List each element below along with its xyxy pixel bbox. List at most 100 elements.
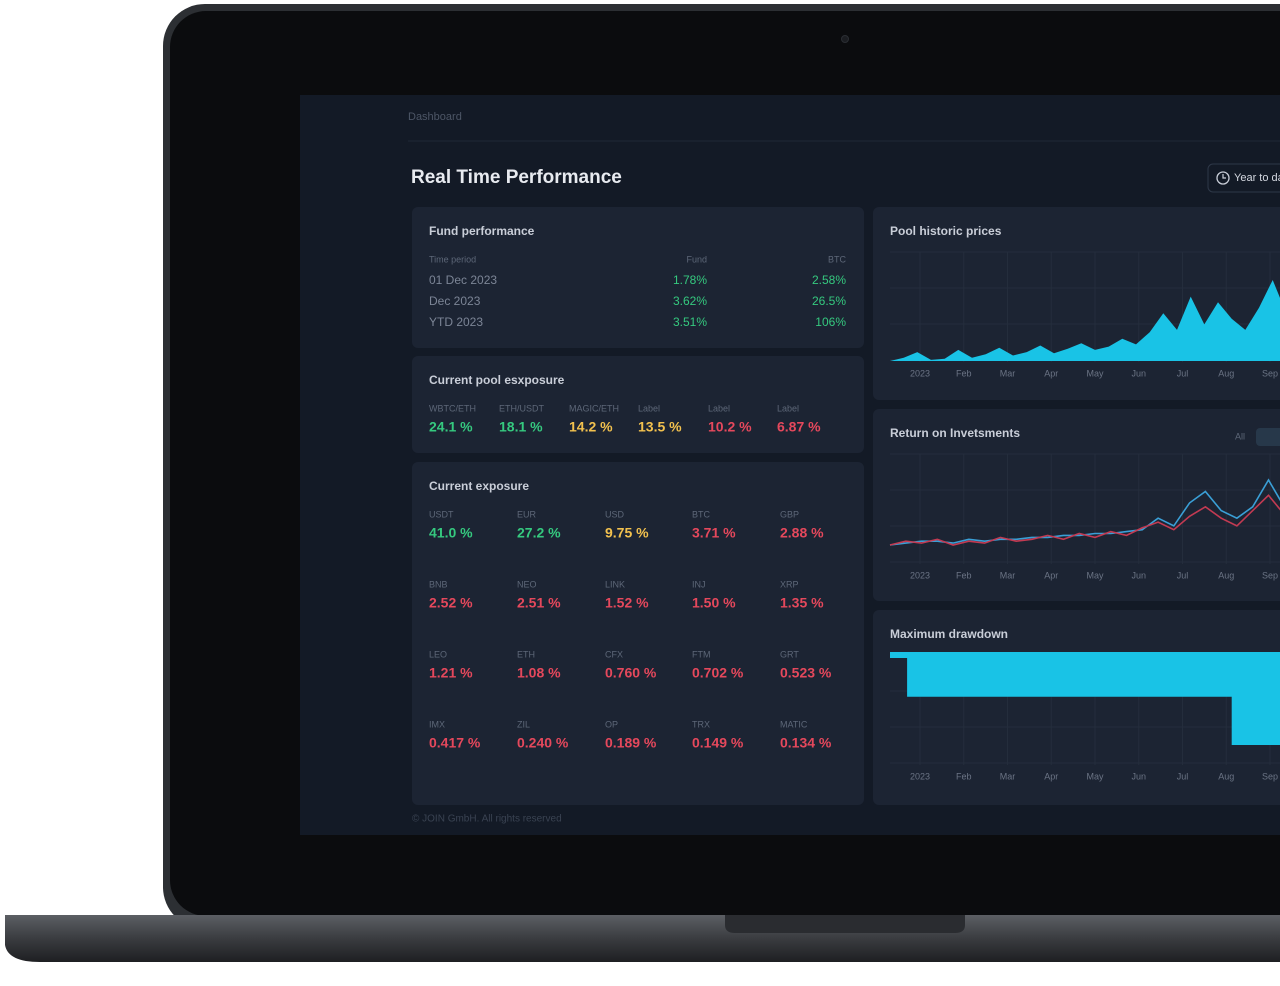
x-label: Sep [1262,771,1278,781]
exposure-value: 0.760 % [605,665,657,681]
exposure-value: 9.75 % [605,525,649,541]
clock-icon [1216,171,1230,185]
exposure-label: WBTC/ETH [429,403,476,413]
table-cell: 01 Dec 2023 [429,273,497,287]
panel-title: Current pool esxposure [429,373,565,387]
exposure-label: FTM [692,649,711,659]
exposure-label: LINK [605,579,625,589]
exposure-value: 0.134 % [780,735,832,751]
exposure-value: 14.2 % [569,419,613,435]
exposure-value: 1.21 % [429,665,473,681]
x-label: Sep [1262,368,1278,378]
exposure-label: BTC [692,509,711,519]
panel-title: Return on Invetsments [890,426,1020,440]
exposure-value: 10.2 % [708,419,752,435]
drawdown-area [890,652,1280,745]
exposure-value: 0.417 % [429,735,481,751]
panel [412,462,864,805]
table-header: Fund [686,254,707,264]
exposure-value: 13.5 % [638,419,682,435]
x-label: Mar [1000,570,1016,580]
laptop-base [5,915,1280,962]
panel-title: Fund performance [429,224,535,238]
table-cell: 3.62% [673,294,707,308]
x-label: Feb [956,570,972,580]
exposure-label: IMX [429,719,445,729]
exposure-label: BNB [429,579,448,589]
x-label: Aug [1218,368,1234,378]
footer: © JOIN GmbH. All rights reserved [412,814,562,825]
exposure-label: INJ [692,579,706,589]
exposure-value: 1.35 % [780,595,824,611]
chart-toggle: All [1235,431,1245,441]
exposure-label: ZIL [517,719,530,729]
table-cell: YTD 2023 [429,315,483,329]
exposure-value: 41.0 % [429,525,473,541]
table-header: BTC [828,254,847,264]
exposure-label: XRP [780,579,799,589]
exposure-label: Label [708,403,730,413]
exposure-value: 0.189 % [605,735,657,751]
table-cell: 3.51% [673,315,707,329]
exposure-value: 27.2 % [517,525,561,541]
exposure-value: 0.523 % [780,665,832,681]
exposure-label: NEO [517,579,537,589]
x-label: 2023 [910,368,930,378]
exposure-label: GRT [780,649,799,659]
exposure-value: 1.52 % [605,595,649,611]
exposure-value: 24.1 % [429,419,473,435]
x-label: 2023 [910,570,930,580]
x-label: May [1086,368,1104,378]
line [889,478,1280,546]
exposure-value: 3.71 % [692,525,736,541]
page-title: Real Time Performance [411,167,622,188]
exposure-label: EUR [517,509,537,519]
x-label: Sep [1262,570,1278,580]
button-frame [1207,163,1280,193]
x-label: Jul [1177,570,1189,580]
x-label: Jun [1131,570,1146,580]
x-label: Apr [1044,570,1058,580]
exposure-value: 0.702 % [692,665,744,681]
exposure-label: Label [638,403,660,413]
exposure-label: MAGIC/ETH [569,403,619,413]
exposure-label: OP [605,719,618,729]
camera [841,35,849,43]
panel-title: Maximum drawdown [890,627,1008,641]
exposure-label: USDT [429,509,454,519]
panel-title: Current exposure [429,479,529,493]
button-label: Year to date [1234,172,1280,184]
exposure-value: 2.52 % [429,595,473,611]
table-cell: 26.5% [812,294,846,308]
x-label: Mar [1000,771,1016,781]
exposure-label: GBP [780,509,799,519]
x-label: Jun [1131,771,1146,781]
x-label: May [1086,570,1104,580]
clock-hands [1222,174,1226,179]
period-button[interactable]: Year to date [1207,163,1280,193]
x-label: Feb [956,368,972,378]
panel [873,409,1280,601]
exposure-label: ETH [517,649,535,659]
table-cell: 2.58% [812,273,846,287]
panel [412,207,864,348]
exposure-label: MATIC [780,719,808,729]
x-label: 2023 [910,771,930,781]
exposure-value: 18.1 % [499,419,543,435]
exposure-value: 0.149 % [692,735,744,751]
exposure-value: 2.88 % [780,525,824,541]
table-cell: 1.78% [673,273,707,287]
area [890,280,1280,361]
exposure-label: TRX [692,719,710,729]
base-notch [725,915,965,933]
exposure-label: Label [777,403,799,413]
panel [412,356,864,453]
exposure-label: ETH/USDT [499,403,545,413]
exposure-label: CFX [605,649,623,659]
exposure-label: USD [605,509,625,519]
x-label: Aug [1218,771,1234,781]
table-header: Time period [429,254,476,264]
breadcrumb: Dashboard [408,111,462,123]
toggle-button[interactable] [1256,428,1280,446]
